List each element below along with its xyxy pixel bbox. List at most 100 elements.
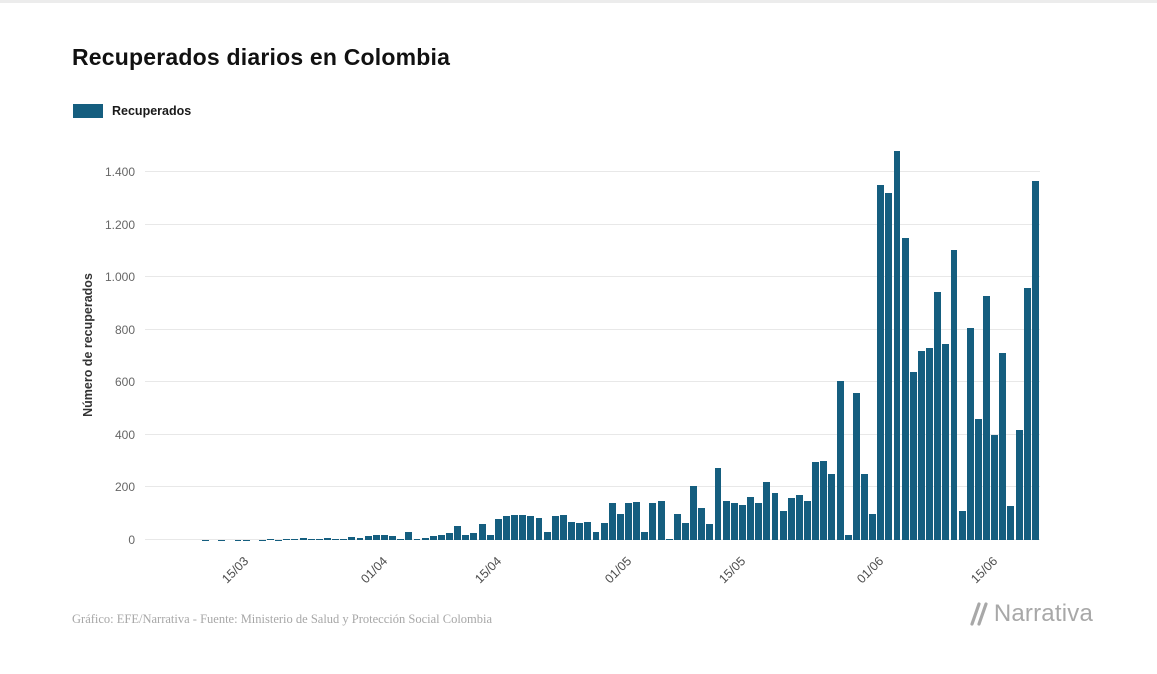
bar bbox=[600, 522, 608, 540]
bar bbox=[877, 185, 885, 540]
bar bbox=[315, 539, 323, 540]
bar bbox=[779, 511, 787, 540]
bar bbox=[380, 534, 388, 540]
bar bbox=[559, 515, 567, 540]
bar bbox=[527, 516, 535, 540]
bar bbox=[966, 328, 974, 540]
bar bbox=[804, 500, 811, 540]
bar bbox=[405, 531, 413, 540]
bar bbox=[682, 522, 689, 540]
bar bbox=[1023, 287, 1031, 540]
bar bbox=[844, 534, 852, 540]
x-tick-label: 15/04 bbox=[471, 554, 504, 587]
bar bbox=[861, 474, 868, 540]
bar bbox=[974, 419, 982, 540]
y-tick-label: 200 bbox=[114, 480, 135, 495]
bar bbox=[446, 533, 453, 540]
bar bbox=[421, 537, 429, 540]
bar bbox=[649, 503, 657, 540]
y-tick-label: 1.200 bbox=[104, 217, 135, 232]
bar bbox=[852, 392, 860, 540]
bar bbox=[340, 539, 348, 540]
bar bbox=[616, 513, 624, 540]
y-tick-label: 400 bbox=[114, 427, 135, 442]
x-tick-label: 15/06 bbox=[968, 554, 1001, 587]
bar bbox=[755, 503, 763, 540]
bar bbox=[771, 492, 779, 540]
page-title: Recuperados diarios en Colombia bbox=[72, 44, 451, 70]
bar bbox=[584, 521, 592, 540]
y-tick-label: 600 bbox=[114, 375, 135, 390]
bar bbox=[291, 539, 299, 540]
bar bbox=[657, 500, 665, 540]
bar bbox=[738, 504, 746, 540]
bar bbox=[519, 515, 527, 540]
bar bbox=[747, 496, 754, 540]
bar bbox=[901, 237, 909, 540]
bar bbox=[983, 295, 990, 540]
bar bbox=[299, 538, 307, 540]
gridline bbox=[145, 223, 1040, 225]
bar bbox=[706, 524, 714, 540]
bar bbox=[999, 353, 1007, 540]
bar bbox=[608, 503, 616, 540]
bar bbox=[665, 538, 673, 540]
bar bbox=[690, 486, 698, 540]
bar bbox=[698, 508, 706, 540]
bar bbox=[1031, 181, 1039, 540]
bar bbox=[625, 503, 632, 540]
bar bbox=[283, 539, 291, 540]
bar bbox=[356, 537, 364, 540]
bar bbox=[934, 291, 942, 540]
x-tick-label: 15/05 bbox=[715, 554, 748, 587]
bar bbox=[348, 537, 356, 540]
source-credit: Gráfico: EFE/Narrativa - Fuente: Ministe… bbox=[72, 612, 493, 626]
bar bbox=[828, 474, 836, 540]
x-tick-label: 01/06 bbox=[854, 554, 887, 587]
y-tick-label: 1.400 bbox=[104, 165, 135, 179]
bar bbox=[494, 518, 502, 540]
bar bbox=[1015, 429, 1023, 540]
bar bbox=[511, 515, 519, 540]
bar bbox=[413, 538, 421, 540]
bar bbox=[722, 500, 730, 540]
y-axis-labels: 0 200 400 600 800 1.000 1.200 1.400 bbox=[55, 150, 135, 547]
x-tick-label: 15/03 bbox=[219, 554, 252, 587]
legend: Recuperados bbox=[73, 104, 191, 118]
bar bbox=[324, 538, 331, 540]
gridline bbox=[145, 328, 1040, 330]
bar bbox=[673, 513, 681, 540]
bar bbox=[576, 522, 584, 540]
bar bbox=[714, 467, 722, 540]
legend-swatch-icon bbox=[73, 104, 103, 118]
bar bbox=[795, 495, 803, 540]
gridline bbox=[145, 486, 1040, 488]
narrativa-mark-icon bbox=[970, 602, 988, 626]
bar bbox=[909, 371, 917, 540]
bar bbox=[267, 539, 274, 540]
brand-logo: Narrativa bbox=[969, 600, 1093, 628]
gridline bbox=[145, 433, 1040, 435]
gridline bbox=[145, 381, 1040, 383]
bar bbox=[958, 511, 966, 540]
bar bbox=[429, 536, 437, 540]
bar bbox=[568, 521, 575, 540]
gridline bbox=[145, 171, 1040, 172]
bar bbox=[397, 538, 405, 540]
bar bbox=[332, 538, 340, 540]
bar bbox=[503, 516, 510, 540]
x-tick-label: 01/05 bbox=[602, 554, 635, 587]
bar bbox=[730, 503, 738, 540]
bar bbox=[942, 344, 950, 540]
y-tick-label: 800 bbox=[114, 322, 135, 337]
top-divider bbox=[0, 0, 1157, 3]
bar bbox=[917, 350, 925, 540]
bar bbox=[763, 482, 771, 540]
brand-name: Narrativa bbox=[993, 600, 1093, 627]
bar bbox=[364, 536, 372, 540]
x-axis-labels: 15/03 01/04 15/04 01/05 15/05 01/06 15/06 bbox=[145, 540, 1040, 600]
x-tick-label: 01/04 bbox=[357, 554, 390, 587]
bar bbox=[885, 193, 893, 540]
bar bbox=[869, 513, 877, 540]
bar bbox=[950, 249, 958, 540]
